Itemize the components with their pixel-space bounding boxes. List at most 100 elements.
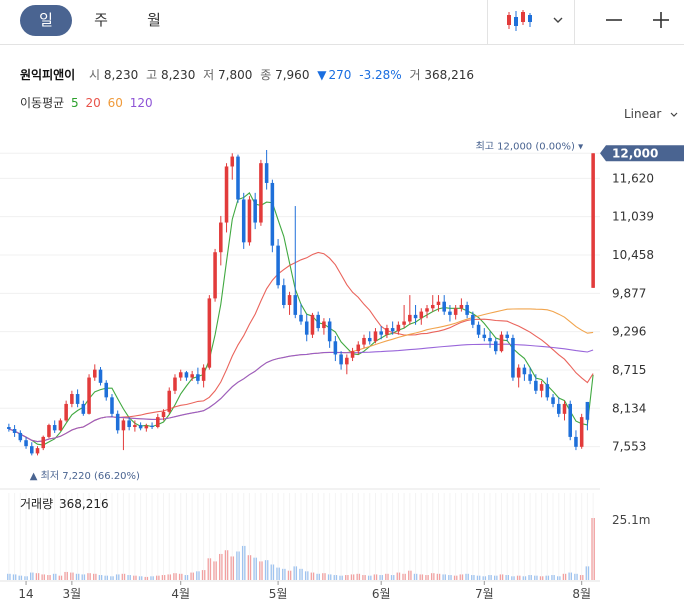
scale-selector[interactable]: Linear [624,107,679,122]
volume-bar [167,574,172,580]
volume-bar [568,572,572,580]
high-annotation: 최고 12,000 (0.00%) ▾ [476,140,584,152]
volume-bar [373,574,378,580]
volume-bar [511,576,515,580]
volume-bar [276,567,280,580]
candle-body [356,344,361,352]
close-value: 7,960 [275,68,310,82]
candle-body [396,324,401,332]
candle-body [293,295,298,315]
candle-body [190,374,194,378]
volume-bar [579,575,584,580]
volume-bar [30,572,34,580]
volume-bar [299,568,303,580]
y-tick-label: 8,134 [612,401,646,415]
volume-bar [316,573,320,580]
volume-bar [270,564,275,580]
candle-body [52,425,57,431]
moving-average-lines [8,192,594,446]
volume-bar [419,574,424,580]
candle-body [436,301,441,305]
candle-body [161,411,166,418]
candle-body [327,321,332,342]
volume-bar [196,571,200,580]
volume-bar [333,575,338,580]
x-tick-label: 4월 [171,587,190,601]
candle-body [70,394,74,404]
volume-bar [81,574,86,580]
volume-bar [442,574,446,580]
volume-bar [574,573,578,580]
volume-bar [402,573,406,580]
ma-20-line [8,251,594,443]
tab-weekly[interactable]: 주 [94,11,108,29]
volume-bar [150,576,154,580]
zoom-out-button[interactable] [594,0,634,44]
open-value: 8,230 [103,68,139,82]
candle-body [574,436,578,447]
scale-dropdown-icon [669,108,679,122]
volume-bar [12,574,17,580]
candle-body [196,374,200,381]
volume-bar [156,575,160,580]
candle-body [425,308,429,312]
volume-bar [264,560,269,580]
y-tick-label: 9,296 [612,325,646,339]
volume-title: 거래량 [20,497,53,511]
volume-bar [591,518,595,580]
zoom-in-button[interactable] [641,0,681,44]
volume-bar [350,574,355,580]
volume-bar [253,557,257,580]
volume-bar [430,573,435,580]
candle-body [133,425,137,428]
tab-monthly[interactable]: 월 [147,11,161,29]
volume-bar [362,575,366,580]
volume-bar [379,575,383,580]
chevron-down-icon[interactable] [552,10,564,29]
candle-body [350,351,355,358]
candle-body [87,377,91,414]
candle-body [522,367,527,375]
moving-average-legend[interactable]: 이동평균 5 20 60 120 [20,94,153,111]
chart-type-selector[interactable] [487,0,575,44]
volume-bar [173,573,177,580]
ma-20: 20 [85,96,101,110]
volume-bar [93,573,97,580]
volume-bar [522,576,527,580]
candle-body [75,394,80,404]
candle-body [562,403,567,414]
volume-bar [488,575,492,580]
volume-bar [287,570,292,580]
volume-bars [7,493,595,580]
volume-bar [201,570,206,580]
volume-bar [144,576,149,580]
high-value: 8,230 [160,68,196,82]
volume-bar [493,575,498,580]
volume-bar [499,574,504,580]
candle-body [299,314,303,322]
volume-bar [551,575,555,580]
candle-body [476,324,481,335]
volume-bar [293,566,298,580]
volume-bar [184,575,189,580]
candle-body [505,334,509,338]
candle-body [304,321,309,335]
candle-body [30,446,34,454]
volume-bar [230,556,235,580]
volume-bar [476,575,481,580]
volume-bar [448,575,452,580]
volume-bar [436,573,441,580]
volume-bar [304,571,309,580]
tab-daily[interactable]: 일 [20,5,72,36]
volume-bar [18,575,23,580]
candle-body [259,163,263,223]
candle-body [178,372,183,378]
x-tick-label: 5월 [269,587,288,601]
volume-bar [413,573,418,580]
volume-bar [471,575,475,580]
candle-body [115,413,120,431]
candle-body [121,420,126,431]
volume-bar [104,575,109,580]
candle-body [556,403,561,414]
